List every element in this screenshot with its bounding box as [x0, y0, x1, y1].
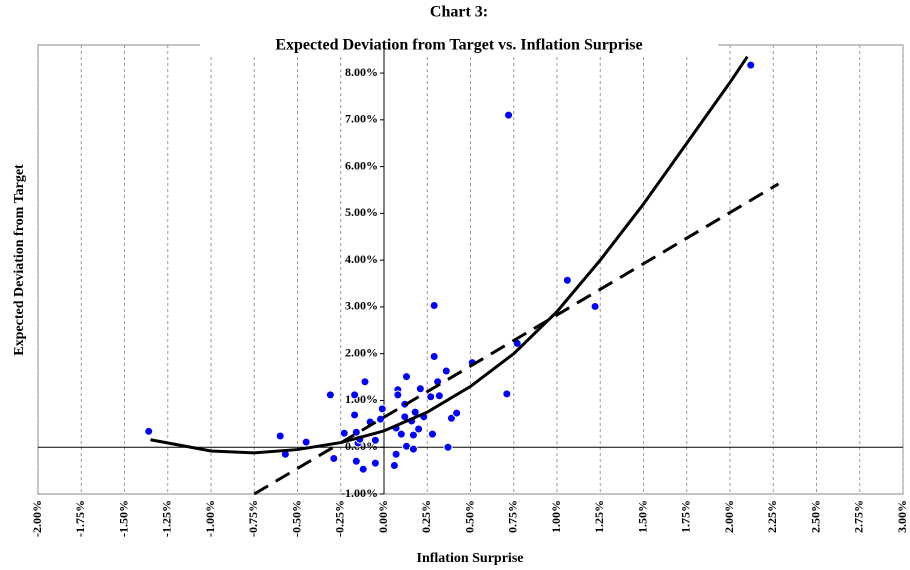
y-tick-label: 3.00%	[345, 299, 378, 313]
point	[408, 430, 418, 440]
point	[370, 458, 380, 468]
point	[144, 426, 154, 436]
y-tick-label: 8.00%	[345, 65, 378, 79]
x-tick-label: 1.25%	[592, 500, 606, 533]
point	[370, 435, 380, 445]
x-tick-label: 2.25%	[765, 500, 779, 533]
point	[408, 444, 418, 454]
quadratic-fit	[150, 55, 749, 455]
chart-subtitle: Expected Deviation from Target vs. Infla…	[275, 37, 642, 54]
point	[350, 390, 360, 400]
x-tick-label: 0.75%	[506, 500, 520, 533]
x-tick-label: -0.50%	[289, 500, 303, 537]
point	[358, 464, 368, 474]
title-backdrop	[200, 36, 718, 56]
point	[746, 60, 756, 70]
x-tick-label: -1.25%	[160, 500, 174, 537]
point	[590, 301, 600, 311]
y-tick-label: 5.00%	[345, 205, 378, 219]
point	[415, 384, 425, 394]
point	[301, 437, 311, 447]
x-tick-label: -1.50%	[116, 500, 130, 537]
point	[339, 428, 349, 438]
x-tick-label: 0.25%	[419, 500, 433, 533]
y-tick-label: 4.00%	[345, 252, 378, 266]
point	[351, 456, 361, 466]
point	[434, 391, 444, 401]
point	[429, 301, 439, 311]
y-tick-label: 0.00%	[345, 439, 378, 453]
x-tick-label: 3.00%	[895, 500, 909, 533]
point	[389, 460, 399, 470]
x-tick-label: 2.00%	[722, 500, 736, 533]
point	[325, 390, 335, 400]
x-tick-label: -0.25%	[333, 500, 347, 537]
x-tick-label: -1.00%	[203, 500, 217, 537]
y-tick-label: 2.00%	[345, 345, 378, 359]
y-tick-label: 7.00%	[345, 112, 378, 126]
point	[502, 389, 512, 399]
point	[443, 442, 453, 452]
x-tick-label: 1.00%	[549, 500, 563, 533]
linear-fit	[253, 182, 780, 496]
point	[351, 427, 361, 437]
x-tick-label: -1.75%	[73, 500, 87, 537]
point	[275, 431, 285, 441]
point	[441, 366, 451, 376]
x-tick-label: -2.00%	[30, 500, 44, 537]
point	[376, 414, 386, 424]
x-tick-label: 2.75%	[852, 500, 866, 533]
x-tick-label: -0.75%	[246, 500, 260, 537]
point	[393, 390, 403, 400]
point	[396, 429, 406, 439]
chart-title: Chart 3:	[430, 4, 488, 21]
x-tick-label: 1.75%	[679, 500, 693, 533]
point	[360, 377, 370, 387]
x-tick-label: 0.00%	[376, 500, 390, 533]
y-tick-label: 6.00%	[345, 158, 378, 172]
point	[391, 449, 401, 459]
point	[429, 351, 439, 361]
x-tick-label: 1.50%	[635, 500, 649, 533]
point	[401, 372, 411, 382]
point	[427, 429, 437, 439]
point	[504, 110, 514, 120]
point	[414, 424, 424, 434]
x-axis-label: Inflation Surprise	[417, 551, 524, 566]
point	[329, 453, 339, 463]
y-tick-label: -1.00%	[341, 486, 378, 500]
x-tick-label: 0.50%	[462, 500, 476, 533]
x-tick-label: 2.50%	[808, 500, 822, 533]
point	[452, 408, 462, 418]
point	[562, 275, 572, 285]
point	[426, 392, 436, 402]
point	[377, 404, 387, 414]
point	[350, 410, 360, 420]
y-tick-label: 1.00%	[345, 392, 378, 406]
y-axis-label: Expected Deviation from Target	[12, 164, 27, 356]
